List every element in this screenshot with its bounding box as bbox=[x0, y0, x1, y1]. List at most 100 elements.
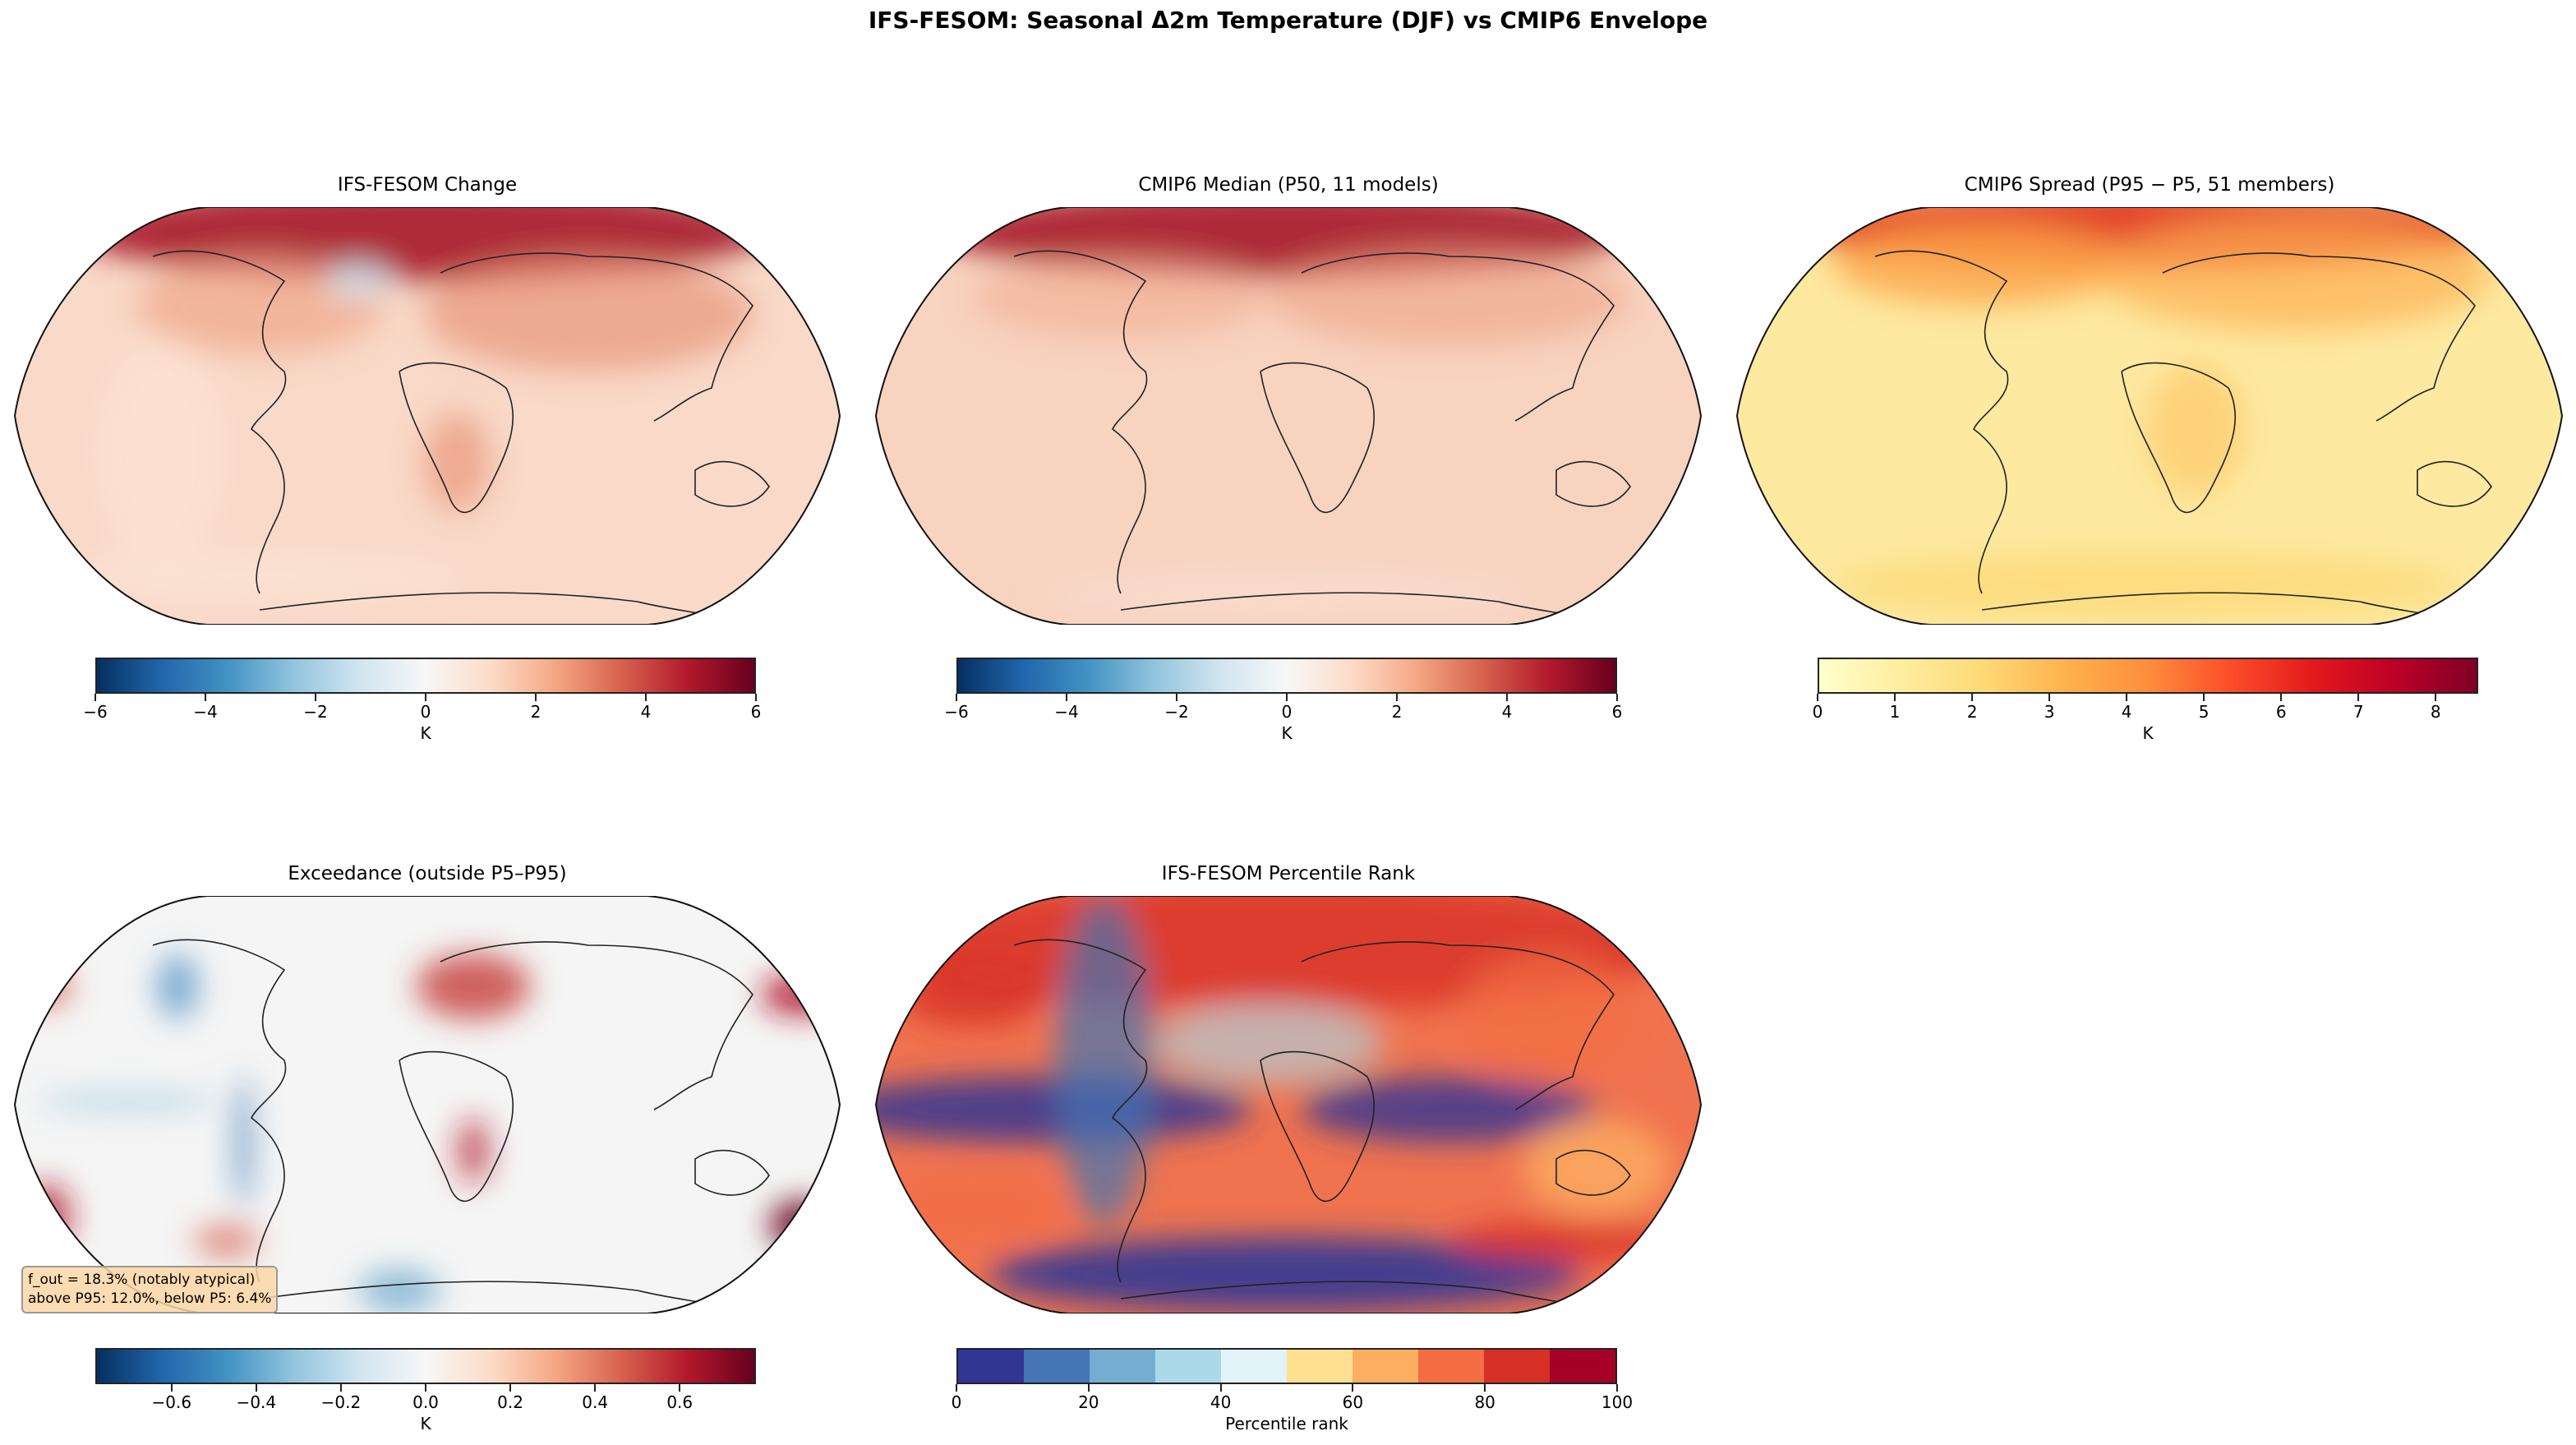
colorbar-tick-label: 60 bbox=[1342, 1392, 1364, 1412]
colorbar-tick-label: 4 bbox=[1501, 702, 1513, 722]
colorbar-tick-label: 0 bbox=[1281, 702, 1293, 722]
colorbar-tick bbox=[679, 1384, 681, 1392]
colorbar-tick-label: −4 bbox=[193, 702, 218, 722]
field-anomaly bbox=[2146, 363, 2245, 495]
field-anomaly bbox=[769, 1200, 835, 1249]
colorbar-tick-label: 2 bbox=[1391, 702, 1403, 722]
colorbar-tick-label: 0.6 bbox=[666, 1392, 694, 1412]
colorbar-tick-label: 3 bbox=[2044, 702, 2055, 722]
colorbar-tick bbox=[1894, 694, 1896, 701]
field-anomaly bbox=[882, 1175, 1063, 1241]
colorbar-tick-label: 6 bbox=[2275, 702, 2287, 722]
field-anomaly bbox=[1269, 248, 1630, 347]
colorbar-tick-label: 0 bbox=[1812, 702, 1823, 722]
colorbar-tick-label: −6 bbox=[83, 702, 108, 722]
map-boundary bbox=[13, 896, 841, 1313]
colorbar-tick bbox=[1484, 1384, 1486, 1392]
field-anomaly bbox=[1834, 224, 2130, 306]
field-anomaly bbox=[457, 1118, 490, 1184]
colorbar-tick-label: −0.4 bbox=[236, 1392, 277, 1412]
panel-title: CMIP6 Median (P50, 11 models) bbox=[1138, 174, 1439, 196]
field-anomaly bbox=[1154, 1003, 1384, 1085]
colorbar-tick bbox=[2435, 694, 2437, 701]
field-anomaly bbox=[424, 413, 490, 511]
panel-title: CMIP6 Spread (P95 − P5, 51 members) bbox=[1964, 174, 2335, 196]
colorbar-tick-label: 40 bbox=[1210, 1392, 1232, 1412]
colorbar-tick bbox=[1352, 1384, 1354, 1392]
colorbar-bin bbox=[1221, 1350, 1287, 1383]
colorbar-label: Percentile rank bbox=[1225, 1414, 1348, 1433]
field-anomaly bbox=[95, 339, 227, 569]
colorbar-tick bbox=[1817, 694, 1818, 701]
colorbar-tick bbox=[755, 694, 757, 701]
colorbar-tick bbox=[1971, 694, 1974, 701]
field-anomaly bbox=[1834, 552, 2458, 618]
field-anomaly bbox=[2097, 215, 2491, 330]
colorbar-bin bbox=[1287, 1350, 1353, 1383]
figure-title: IFS-FESOM: Seasonal Δ2m Temperature (DJF… bbox=[868, 7, 1708, 34]
colorbar-tick bbox=[425, 1384, 426, 1392]
colorbar-tick bbox=[2048, 694, 2051, 701]
colorbar-tick bbox=[1506, 694, 1508, 701]
colorbar-tick bbox=[2280, 694, 2283, 701]
colorbar-bin bbox=[1484, 1350, 1550, 1383]
colorbar-tick-label: 0.2 bbox=[497, 1392, 523, 1412]
map-boundary bbox=[874, 896, 1703, 1313]
colorbar-tick bbox=[1616, 1384, 1618, 1392]
colorbar-tick-label: 6 bbox=[1611, 702, 1623, 722]
colorbar-tick bbox=[956, 694, 957, 701]
map-boundary bbox=[874, 207, 1703, 625]
colorbar-label: K bbox=[1281, 723, 1293, 743]
colorbar-tick-label: 20 bbox=[1078, 1392, 1099, 1412]
field-anomaly bbox=[21, 966, 71, 1007]
colorbar-tick bbox=[170, 1384, 173, 1392]
colorbar-tick-label: 0.4 bbox=[582, 1392, 609, 1412]
colorbar-bin bbox=[1353, 1350, 1418, 1383]
colorbar-tick bbox=[1176, 694, 1177, 701]
colorbar-tick-label: 0 bbox=[420, 702, 431, 722]
panel-title: Exceedance (outside P5–P95) bbox=[288, 863, 567, 884]
field-anomaly bbox=[1523, 1118, 1671, 1216]
coastlines bbox=[152, 939, 770, 1308]
field-anomaly bbox=[989, 1237, 1581, 1311]
exceedance-annotation: f_out = 18.3% (notably atypical) above P… bbox=[21, 1266, 279, 1313]
field-anomaly bbox=[38, 1093, 219, 1110]
colorbar bbox=[956, 658, 1617, 694]
colorbar bbox=[95, 1348, 756, 1384]
field-anomaly bbox=[761, 974, 840, 1015]
colorbar-tick bbox=[1616, 694, 1618, 701]
map-panel bbox=[874, 896, 1703, 1313]
colorbar-tick-label: 0 bbox=[951, 1392, 962, 1412]
field-anomaly bbox=[1039, 569, 1532, 618]
colorbar-tick-label: 6 bbox=[750, 702, 762, 722]
field-anomaly bbox=[424, 256, 753, 372]
panel-title: IFS-FESOM Change bbox=[337, 174, 518, 196]
colorbar-tick-label: 7 bbox=[2353, 702, 2364, 722]
map-panel bbox=[1735, 207, 2564, 625]
field-anomaly bbox=[1302, 1077, 1597, 1143]
colorbar-tick-label: 8 bbox=[2430, 702, 2441, 722]
colorbar-tick bbox=[1396, 694, 1398, 701]
colorbar-tick bbox=[315, 694, 316, 701]
colorbar-label: K bbox=[2142, 723, 2154, 743]
colorbar-tick-label: −6 bbox=[944, 702, 969, 722]
field-anomaly bbox=[136, 256, 383, 355]
field-anomaly bbox=[1055, 896, 1154, 1225]
colorbar-tick bbox=[2357, 694, 2360, 701]
colorbar bbox=[95, 658, 756, 694]
field-anomaly bbox=[1449, 1221, 1680, 1262]
colorbar-tick bbox=[956, 1384, 957, 1392]
colorbar-tick-label: 4 bbox=[2121, 702, 2132, 722]
colorbar-tick bbox=[1219, 1384, 1222, 1392]
field-anomaly bbox=[899, 962, 1047, 1027]
colorbar-tick bbox=[1087, 1384, 1090, 1392]
colorbar-bin bbox=[1550, 1350, 1615, 1383]
colorbar-tick bbox=[94, 694, 96, 701]
colorbar bbox=[1818, 658, 2478, 694]
colorbar-tick-label: −2 bbox=[303, 702, 328, 722]
field-anomaly bbox=[1458, 953, 1638, 1085]
colorbar-tick bbox=[1286, 694, 1288, 701]
colorbar-tick bbox=[509, 1384, 512, 1392]
colorbar-tick-label: 0.0 bbox=[412, 1392, 439, 1412]
field-anomaly bbox=[416, 953, 531, 1019]
